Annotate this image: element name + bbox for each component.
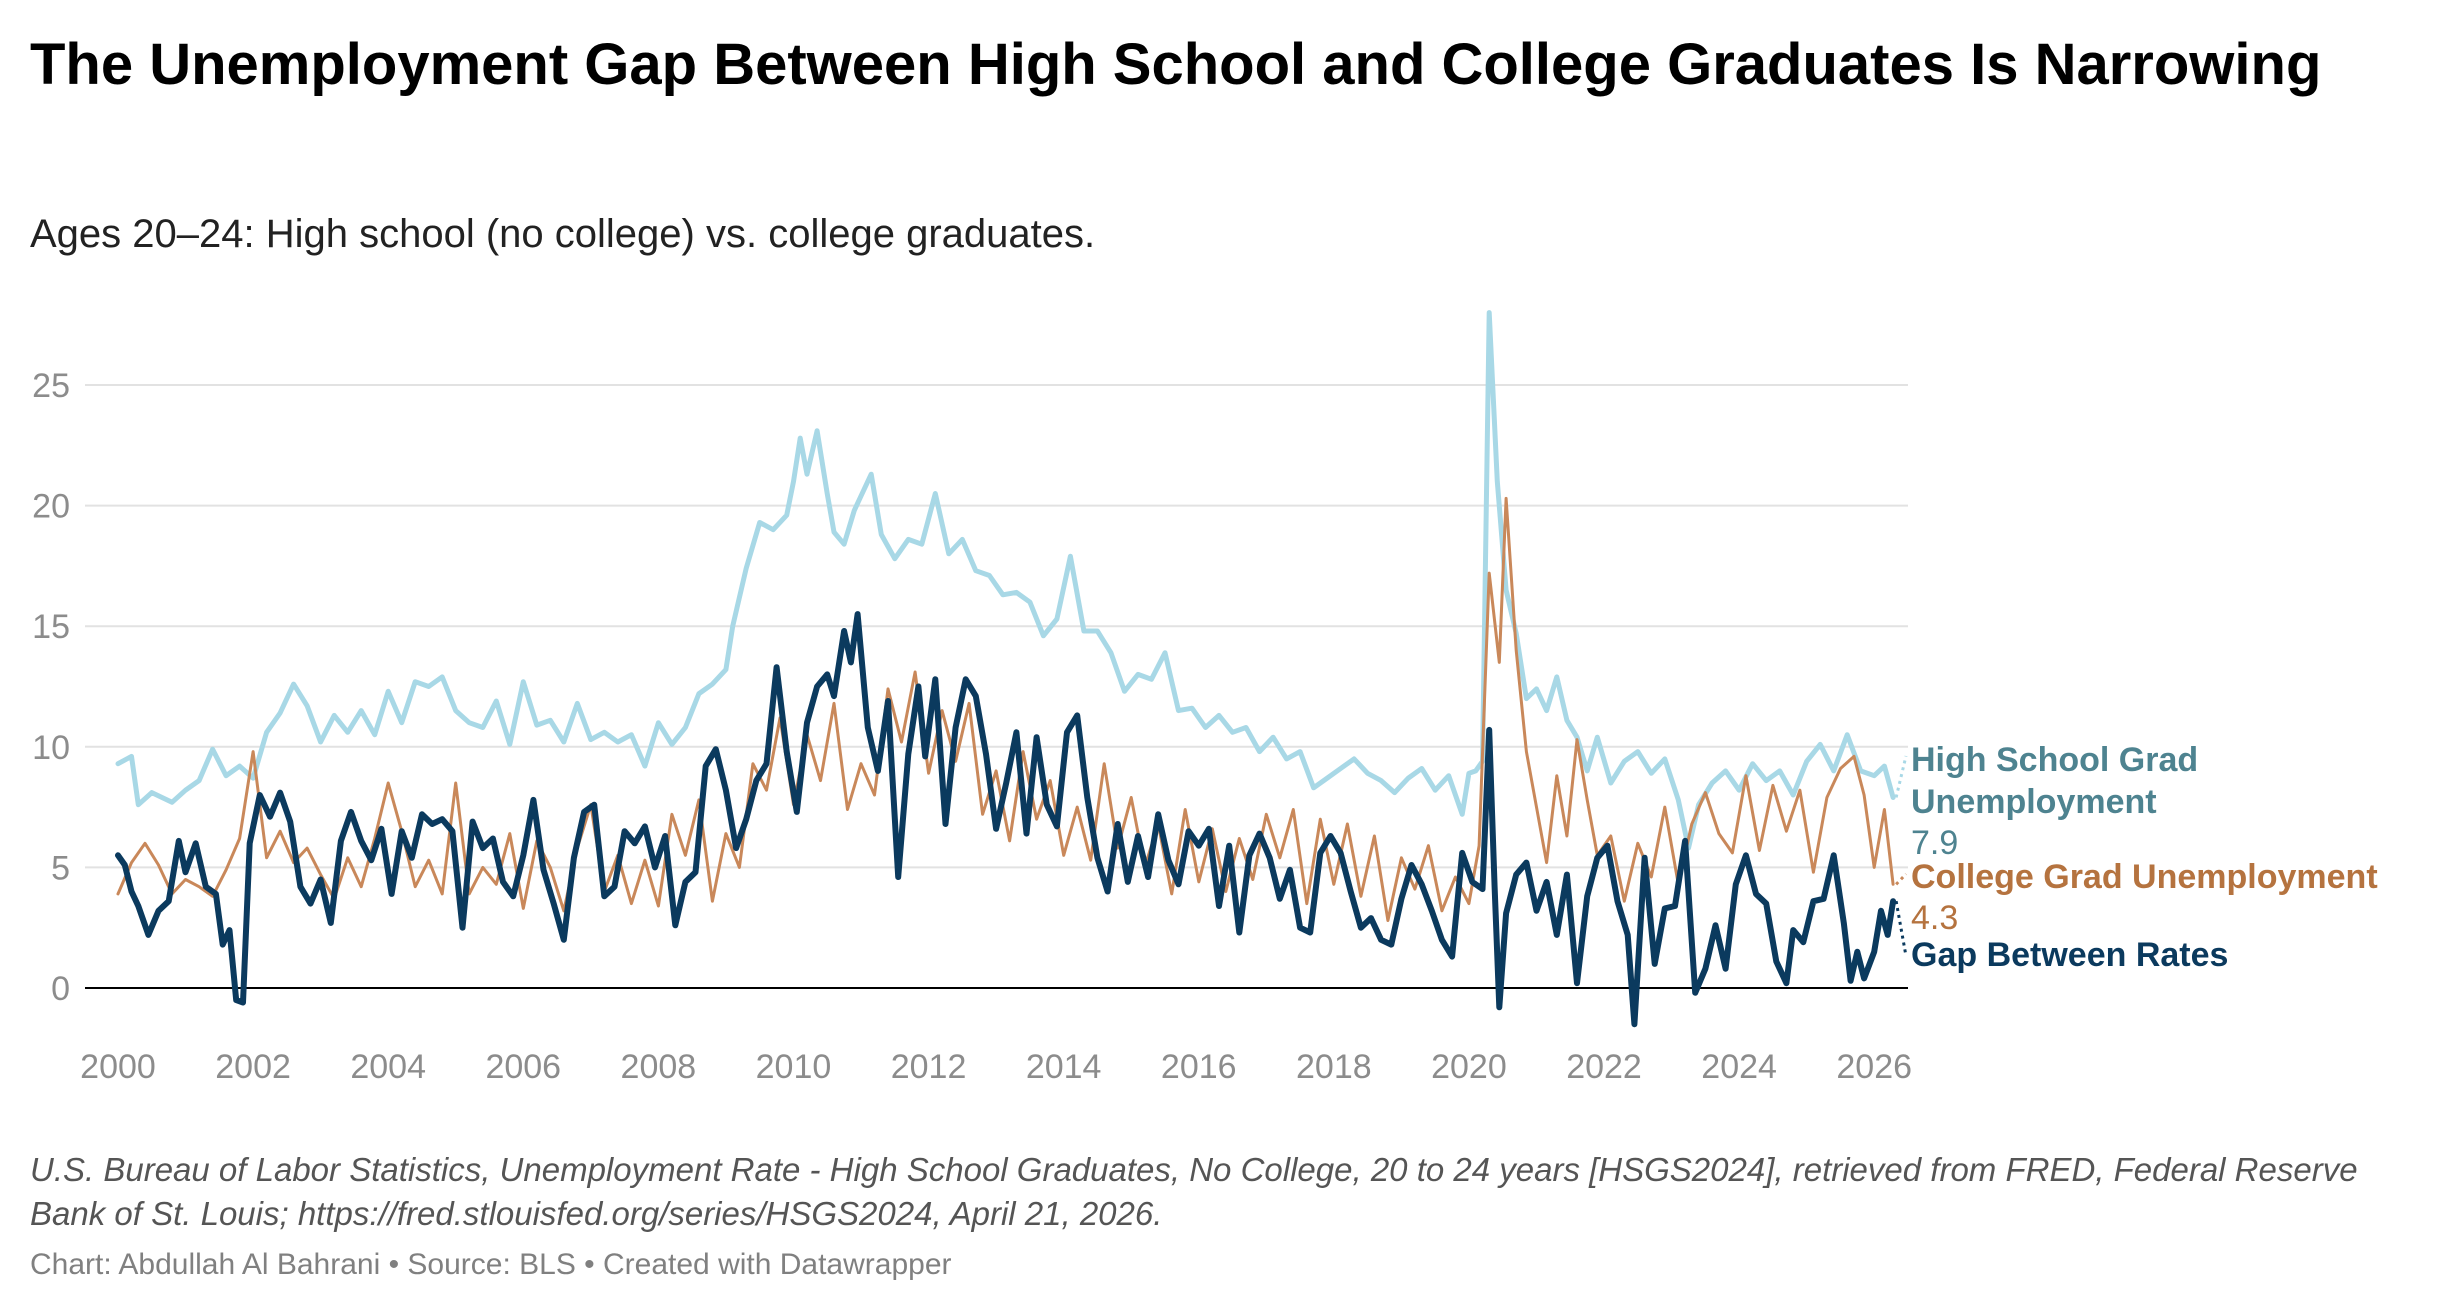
y-tick-label: 20 — [32, 488, 70, 526]
series-line-gap — [115, 611, 1897, 1028]
connector-high-school — [1894, 755, 1908, 798]
y-tick-label: 0 — [51, 970, 70, 1008]
x-tick-label: 2026 — [1836, 1048, 1912, 1086]
x-tick-label: 2020 — [1431, 1048, 1507, 1086]
chart-subtitle: Ages 20–24: High school (no college) vs.… — [30, 212, 1096, 256]
x-tick-label: 2004 — [350, 1048, 426, 1086]
series-lines — [115, 310, 1908, 1028]
y-tick-label: 25 — [32, 367, 70, 405]
label-high-school: High School Grad — [1911, 741, 2198, 779]
y-tick-label: 10 — [32, 729, 70, 767]
connector-gap — [1894, 900, 1908, 957]
x-tick-label: 2000 — [80, 1048, 156, 1086]
value-high-school: 7.9 — [1911, 824, 1958, 862]
x-tick-label: 2018 — [1296, 1048, 1372, 1086]
label-high-school-line2: Unemployment — [1911, 783, 2157, 821]
x-tick-label: 2014 — [1026, 1048, 1102, 1086]
x-tick-label: 2016 — [1161, 1048, 1237, 1086]
x-tick-label: 2006 — [485, 1048, 561, 1086]
y-tick-label: 5 — [51, 849, 70, 887]
x-axis-ticks: 2000 2002 2004 2006 2008 2010 2012 2014 2016 2018… — [80, 1048, 1912, 1086]
x-tick-label: 2024 — [1701, 1048, 1777, 1086]
connector-college — [1895, 872, 1908, 886]
series-line-high-school — [115, 310, 1896, 851]
x-tick-label: 2010 — [756, 1048, 832, 1086]
gridlines — [85, 384, 1908, 989]
x-tick-label: 2012 — [891, 1048, 967, 1086]
source-note: U.S. Bureau of Labor Statistics, Unemplo… — [30, 1151, 2358, 1232]
label-gap: Gap Between Rates — [1911, 936, 2228, 974]
y-axis-ticks: 0 5 10 15 20 25 — [32, 367, 70, 1008]
x-tick-label: 2008 — [621, 1048, 697, 1086]
y-tick-label: 15 — [32, 608, 70, 646]
value-college: 4.3 — [1911, 899, 1958, 937]
x-tick-label: 2022 — [1566, 1048, 1642, 1086]
chart-credit: Chart: Abdullah Al Bahrani • Source: BLS… — [30, 1248, 952, 1281]
x-tick-label: 2002 — [215, 1048, 291, 1086]
chart-title: The Unemployment Gap Between High School… — [30, 32, 2322, 97]
series-labels: High School Grad Unemployment 7.9 Colleg… — [1911, 741, 2378, 974]
label-college: College Grad Unemployment — [1911, 858, 2378, 896]
